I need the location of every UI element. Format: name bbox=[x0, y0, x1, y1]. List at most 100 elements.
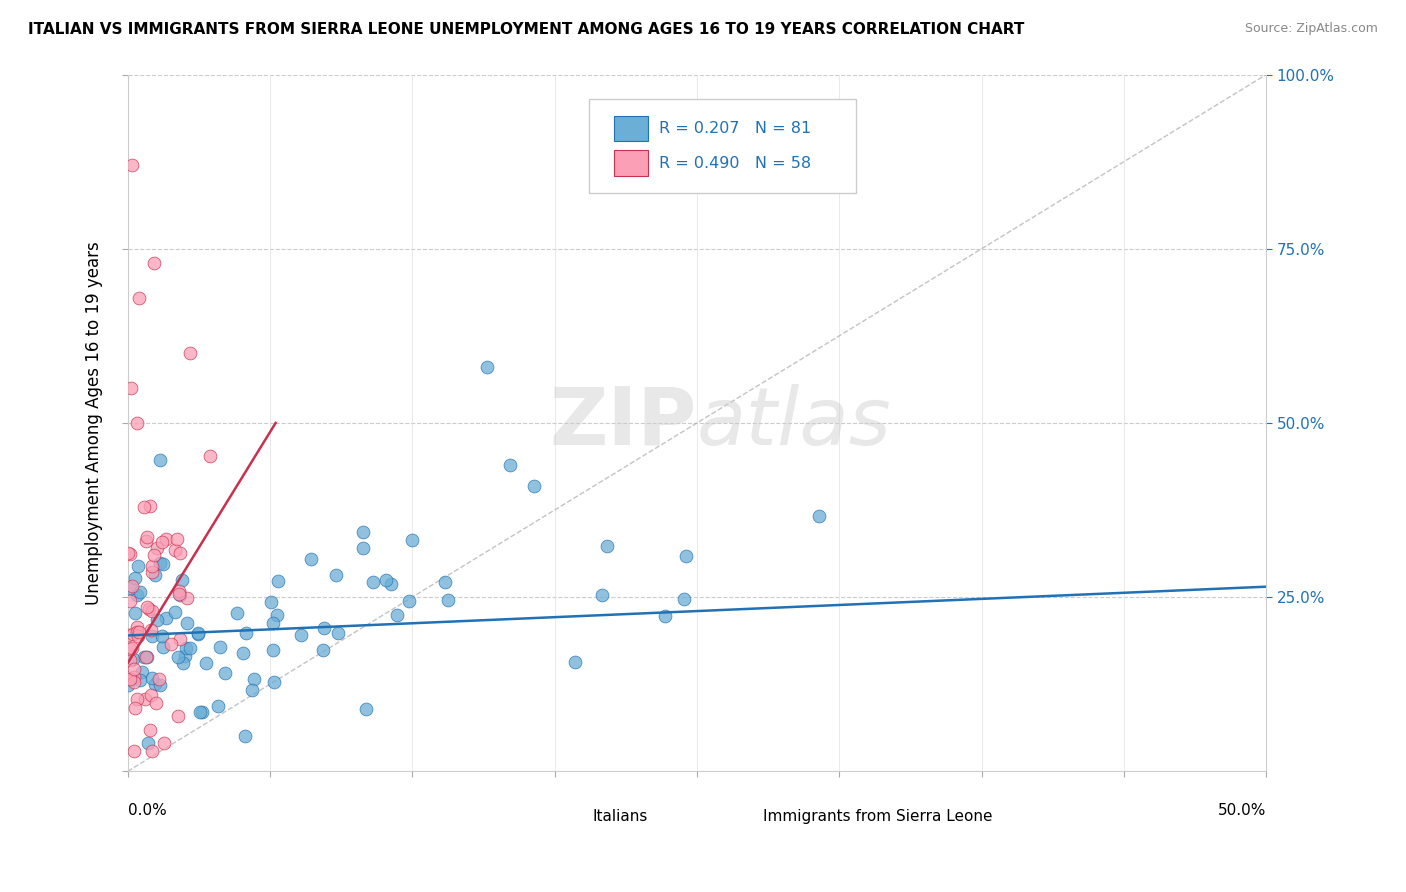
Point bbox=[233, 729, 256, 743]
Point bbox=[352, 525, 374, 540]
Point bbox=[118, 594, 141, 608]
Point bbox=[167, 708, 190, 723]
Point bbox=[263, 675, 285, 690]
Point bbox=[135, 600, 157, 615]
Bar bbox=[548, 804, 583, 830]
Point bbox=[437, 593, 460, 607]
Point bbox=[433, 574, 456, 589]
Point bbox=[118, 548, 141, 562]
Point bbox=[145, 696, 167, 710]
Point bbox=[354, 702, 377, 716]
Point bbox=[235, 626, 257, 640]
Point bbox=[172, 574, 194, 588]
Point bbox=[138, 602, 160, 616]
Point bbox=[143, 255, 166, 269]
Point bbox=[129, 673, 152, 687]
Point bbox=[195, 657, 218, 671]
Point bbox=[169, 632, 191, 647]
Point bbox=[141, 558, 163, 573]
Point bbox=[127, 588, 149, 602]
Point bbox=[148, 672, 170, 686]
Text: 0.0%: 0.0% bbox=[128, 803, 166, 818]
Point bbox=[120, 652, 142, 666]
Point bbox=[176, 616, 198, 631]
Point bbox=[385, 608, 408, 623]
Point bbox=[807, 508, 830, 523]
Point bbox=[146, 613, 169, 627]
Point bbox=[673, 592, 696, 607]
Point bbox=[143, 549, 166, 563]
Point bbox=[135, 650, 157, 665]
Point bbox=[150, 629, 173, 643]
Point bbox=[675, 549, 697, 564]
Bar bbox=[720, 804, 754, 830]
Point bbox=[165, 543, 187, 558]
Point bbox=[380, 577, 402, 591]
Point bbox=[499, 458, 522, 472]
Point bbox=[225, 606, 247, 620]
Text: ZIP: ZIP bbox=[550, 384, 697, 462]
Bar bbox=[614, 116, 648, 141]
Point bbox=[187, 627, 209, 641]
Point bbox=[176, 591, 198, 606]
Text: 50.0%: 50.0% bbox=[1218, 803, 1267, 818]
Point bbox=[141, 744, 163, 758]
Point bbox=[131, 665, 153, 680]
Point bbox=[117, 546, 139, 560]
Point bbox=[187, 626, 209, 640]
Point bbox=[127, 559, 149, 574]
Point bbox=[240, 682, 263, 697]
Point bbox=[401, 533, 423, 547]
Bar bbox=[614, 151, 648, 176]
Point bbox=[166, 532, 188, 546]
Point bbox=[122, 627, 145, 641]
Point bbox=[134, 692, 156, 706]
Point bbox=[152, 736, 174, 750]
Point bbox=[155, 532, 177, 546]
Point bbox=[128, 291, 150, 305]
Point bbox=[141, 623, 163, 637]
Point bbox=[121, 641, 143, 656]
Point bbox=[232, 646, 254, 660]
Point bbox=[128, 585, 150, 599]
Point bbox=[523, 478, 546, 492]
Point bbox=[141, 629, 163, 643]
Point bbox=[141, 566, 163, 580]
Point bbox=[214, 666, 236, 681]
Point bbox=[139, 499, 162, 513]
Point bbox=[169, 587, 191, 601]
Point bbox=[149, 678, 172, 692]
Point bbox=[132, 650, 155, 665]
Point bbox=[242, 672, 264, 686]
Point bbox=[127, 416, 149, 430]
Point bbox=[139, 723, 162, 737]
Point bbox=[260, 595, 283, 609]
Point bbox=[169, 546, 191, 560]
Point bbox=[179, 640, 201, 655]
Point bbox=[262, 615, 284, 630]
Point bbox=[165, 605, 187, 619]
Point bbox=[138, 736, 160, 750]
Point bbox=[135, 533, 157, 548]
Point bbox=[118, 673, 141, 687]
Point bbox=[207, 699, 229, 714]
Point bbox=[169, 588, 191, 602]
Point bbox=[596, 539, 619, 553]
Text: Italians: Italians bbox=[592, 809, 648, 824]
Point bbox=[152, 557, 174, 571]
Point bbox=[141, 671, 163, 685]
Point bbox=[312, 622, 335, 636]
Point bbox=[149, 453, 172, 467]
Point bbox=[326, 625, 349, 640]
Point bbox=[375, 573, 398, 587]
Point bbox=[124, 607, 146, 621]
Point bbox=[118, 641, 141, 656]
Point bbox=[159, 637, 181, 651]
Point bbox=[198, 449, 221, 463]
Point bbox=[121, 158, 143, 172]
Point bbox=[312, 643, 335, 657]
Point bbox=[174, 641, 197, 656]
Point bbox=[299, 552, 322, 566]
Point bbox=[127, 629, 149, 643]
Point bbox=[188, 705, 211, 719]
